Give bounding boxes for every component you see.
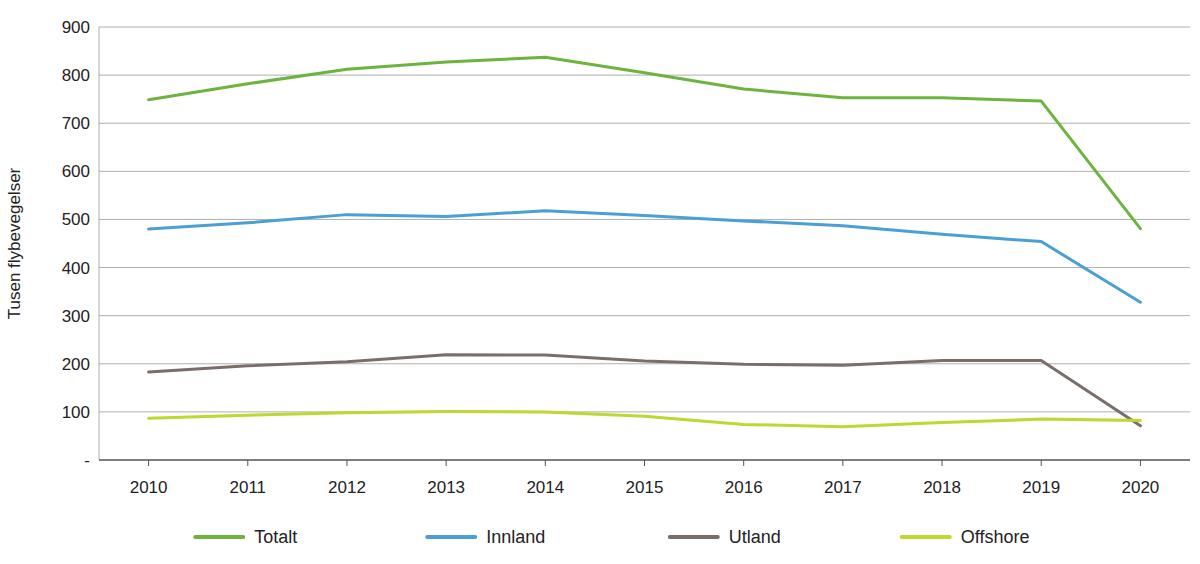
x-tick — [346, 460, 347, 466]
x-tick — [148, 460, 149, 466]
x-tick-label: 2011 — [229, 478, 266, 497]
legend-label: Totalt — [254, 527, 297, 547]
x-tick — [446, 460, 447, 466]
x-tick — [247, 460, 248, 466]
x-tick-label: 2010 — [130, 478, 168, 497]
x-tick — [942, 460, 943, 466]
legend-swatch — [195, 535, 243, 539]
y-tick-label: 800 — [62, 66, 90, 85]
grid-line — [99, 315, 1190, 316]
x-tick — [842, 460, 843, 466]
legend: Totalt Innland Utland Offshore — [195, 527, 1029, 547]
legend-label: Utland — [729, 527, 781, 547]
y-tick-label: 600 — [62, 162, 90, 181]
x-tick-label: 2017 — [824, 478, 862, 497]
x-tick — [545, 460, 546, 466]
chart: - 100 200 300 400 500 600 700 800 900 2010 2011 2012… — [0, 0, 1200, 564]
legend-label: Innland — [486, 527, 545, 547]
x-tick-label: 2014 — [526, 478, 564, 497]
grid — [99, 27, 1190, 460]
series-line — [149, 355, 1141, 426]
y-tick-label: 900 — [62, 18, 90, 37]
y-axis-line — [99, 27, 100, 460]
series-line — [149, 211, 1141, 302]
y-tick-label: 500 — [62, 210, 90, 229]
x-tick — [1140, 460, 1141, 466]
grid-line — [99, 267, 1190, 268]
x-tick-label: 2016 — [725, 478, 763, 497]
y-tick-label: 700 — [62, 114, 90, 133]
x-tick-label: 2015 — [626, 478, 664, 497]
series-line — [149, 411, 1141, 426]
x-tick — [743, 460, 744, 466]
legend-swatch — [427, 535, 475, 539]
y-tick-label: 400 — [62, 259, 90, 278]
legend-label: Offshore — [961, 527, 1030, 547]
x-tick-label: 2013 — [427, 478, 465, 497]
grid-line — [99, 171, 1190, 172]
y-tick-label: - — [84, 451, 90, 470]
series-line — [149, 57, 1141, 228]
y-tick-label: 300 — [62, 307, 90, 326]
grid-line — [99, 219, 1190, 220]
grid-line — [99, 123, 1190, 124]
legend-swatch — [670, 535, 718, 539]
x-tick-label: 2018 — [923, 478, 961, 497]
x-tick-label: 2020 — [1121, 478, 1159, 497]
series-group — [149, 57, 1141, 426]
y-axis-label: Tusen flybevegelser — [5, 167, 24, 319]
y-tick-label: 100 — [62, 403, 90, 422]
grid-line — [99, 75, 1190, 76]
x-tick-label: 2012 — [328, 478, 366, 497]
grid-line — [99, 411, 1190, 412]
x-tick-label: 2019 — [1022, 478, 1060, 497]
x-tick — [1041, 460, 1042, 466]
legend-swatch — [902, 535, 950, 539]
grid-line — [99, 27, 1190, 28]
y-tick-label: 200 — [62, 355, 90, 374]
x-tick — [644, 460, 645, 466]
